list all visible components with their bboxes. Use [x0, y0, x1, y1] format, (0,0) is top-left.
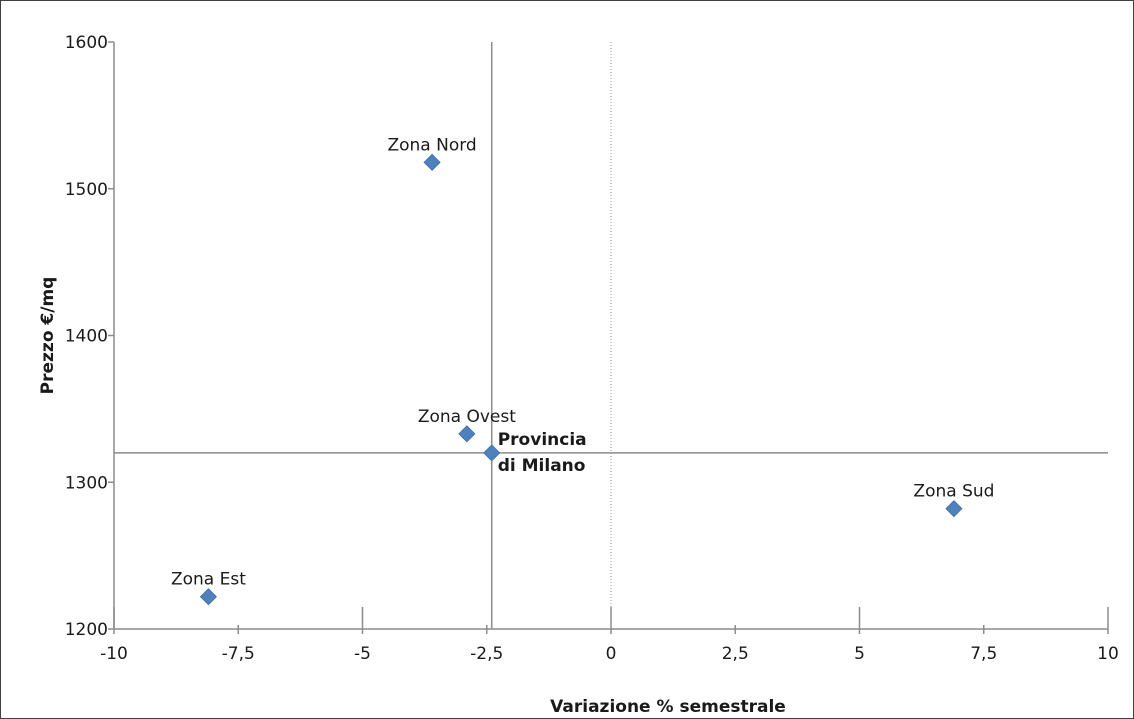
data-point [945, 500, 963, 518]
data-label: Zona Nord [387, 135, 476, 155]
data-label-line: Provincia [498, 430, 587, 450]
reference-lines-layer [114, 42, 1108, 629]
x-axis-title: Variazione % semestrale [550, 697, 786, 717]
data-label: Provincia di Milano [498, 430, 587, 476]
x-tick-label: -5 [354, 644, 371, 664]
x-tick-label: -10 [100, 644, 128, 664]
y-tick-label: 1400 [65, 327, 108, 347]
x-tick-label: 5 [854, 644, 865, 664]
axes-layer [108, 41, 1109, 634]
data-point [483, 444, 501, 462]
y-axis-title: Prezzo €/mq [38, 277, 58, 395]
data-point [199, 588, 217, 606]
data-point [458, 425, 476, 443]
tick-labels-layer: 1200 1300 1400 1500 1600 -10 -7,5 -5 -2,5 0 2,5 5 7,… [65, 33, 1119, 664]
x-tick-label: -2,5 [470, 644, 503, 664]
data-point [423, 153, 441, 171]
y-tick-label: 1300 [65, 473, 108, 493]
data-label: Zona Est [171, 570, 246, 590]
data-points-layer [199, 153, 963, 606]
data-label-line: di Milano [498, 456, 586, 476]
x-tick-label: -7,5 [222, 644, 255, 664]
x-tick-label: 0 [606, 644, 617, 664]
x-tick-label: 7,5 [970, 644, 997, 664]
y-tick-label: 1200 [65, 620, 108, 640]
x-tick-label: 10 [1097, 644, 1119, 664]
data-label: Zona Sud [913, 482, 994, 502]
data-label: Zona Ovest [418, 407, 516, 427]
point-labels-layer: Zona Nord Zona Ovest Provincia di Milano Zon… [171, 135, 994, 589]
y-tick-label: 1600 [65, 33, 108, 53]
y-tick-label: 1500 [65, 180, 108, 200]
x-tick-label: 2,5 [722, 644, 749, 664]
